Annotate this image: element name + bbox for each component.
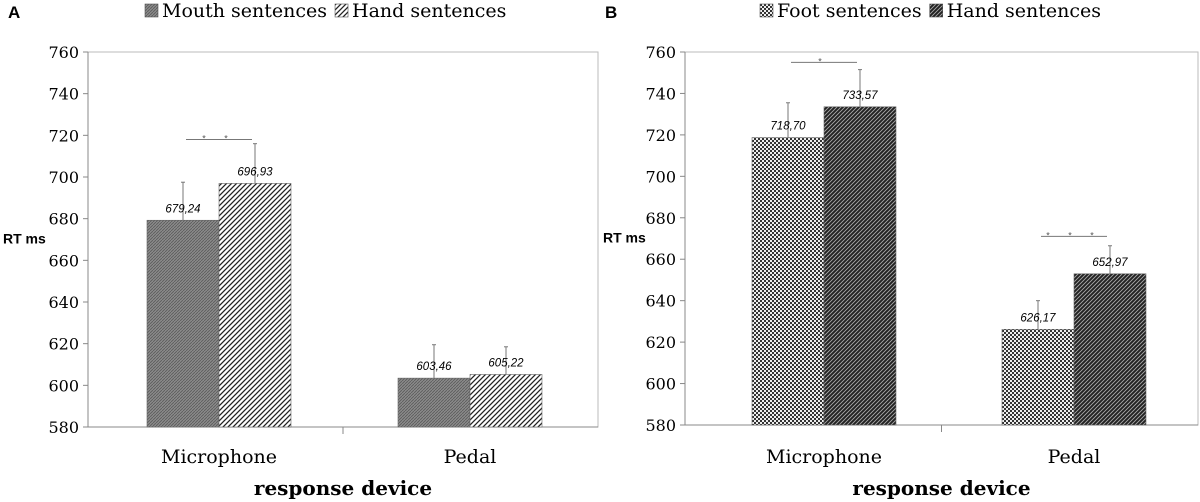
bar [397, 377, 471, 428]
y-axis-label: RT ms [603, 230, 646, 246]
x-tick-label: Microphone [766, 446, 882, 468]
y-tick-label: 680 [645, 209, 676, 228]
legend-label: Hand sentences [352, 0, 506, 22]
y-tick-label: 700 [48, 168, 79, 187]
y-tick-label: 620 [48, 335, 79, 354]
y-axis-label: RT ms [3, 231, 46, 247]
bar [751, 137, 825, 426]
y-tick-label: 740 [48, 85, 79, 104]
data-label: 626,17 [1020, 312, 1056, 324]
bar [1001, 329, 1075, 426]
y-tick-label: 640 [48, 293, 79, 312]
panel-B: B Foot sentences Hand sentences 580 600 620 64… [603, 0, 1199, 500]
significance-marker: * * * [1046, 230, 1102, 240]
panel-label: B [605, 3, 617, 22]
legend-label: Mouth sentences [162, 0, 327, 22]
significance-marker: * * [202, 134, 236, 144]
y-tick-label: 660 [48, 251, 79, 270]
y-tick-label: 640 [645, 292, 676, 311]
y-tick-label: 600 [645, 375, 676, 394]
data-label: 696,93 [237, 166, 273, 178]
y-tick-label: 740 [645, 84, 676, 103]
x-axis-label: response device [254, 476, 432, 500]
y-tick-label: 600 [48, 376, 79, 395]
bar [469, 374, 543, 428]
panel-label: A [8, 3, 20, 22]
x-tick-label: Pedal [1048, 446, 1101, 468]
data-label: 733,57 [842, 90, 878, 102]
y-tick-label: 660 [645, 250, 676, 269]
legend-label: Hand sentences [947, 0, 1101, 22]
y-tick-label: 720 [645, 126, 676, 145]
data-label: 603,46 [416, 361, 452, 373]
legend-swatch [929, 3, 943, 18]
bar [218, 183, 292, 428]
legend-swatch [759, 3, 774, 18]
bar [1073, 273, 1147, 426]
data-label: 718,70 [770, 121, 806, 133]
y-tick-label: 760 [645, 43, 676, 62]
y-tick-label: 720 [48, 126, 79, 145]
data-label: 652,97 [1092, 257, 1128, 269]
y-tick-label: 620 [645, 333, 676, 352]
significance-marker: * [818, 56, 830, 66]
y-tick-label: 680 [48, 210, 79, 229]
panel-A: A Mouth sentences Hand sentences 580 600 620 6… [3, 0, 599, 500]
y-tick-label: 580 [645, 416, 676, 435]
y-tick-label: 700 [645, 167, 676, 186]
bar [823, 106, 897, 426]
data-label: 605,22 [488, 357, 524, 369]
x-tick-label: Pedal [444, 446, 497, 468]
x-axis-label: response device [852, 476, 1030, 500]
legend-swatch [144, 3, 159, 18]
legend-swatch [334, 3, 349, 18]
x-tick-label: Microphone [161, 446, 277, 468]
data-label: 679,24 [165, 203, 200, 215]
y-tick-label: 580 [48, 418, 79, 437]
legend-label: Foot sentences [777, 0, 922, 22]
bar [146, 219, 220, 428]
y-tick-label: 760 [48, 43, 79, 62]
